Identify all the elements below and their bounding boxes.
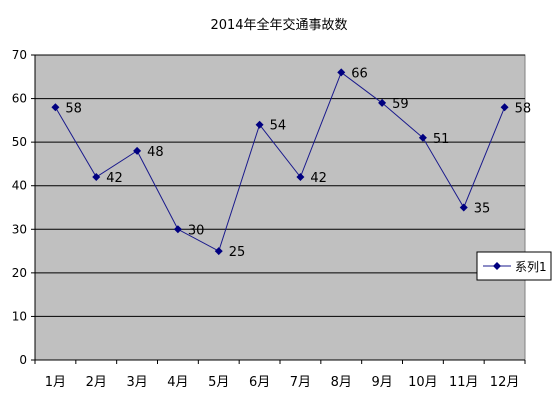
- x-tick-label: 3月: [126, 375, 147, 390]
- data-label: 58: [65, 101, 82, 116]
- data-label: 35: [474, 202, 491, 217]
- legend-label: 系列1: [515, 260, 547, 274]
- x-tick-label: 2月: [86, 375, 107, 390]
- chart-title: 2014年全年交通事故数: [210, 18, 348, 33]
- data-label: 59: [392, 97, 409, 112]
- data-point-marker: [500, 103, 509, 112]
- x-tick-label: 6月: [249, 375, 270, 390]
- x-tick-label: 12月: [490, 375, 520, 390]
- x-tick-label: 8月: [331, 375, 352, 390]
- data-label: 42: [310, 171, 327, 186]
- data-label: 58: [515, 101, 532, 116]
- plot-area: [34, 54, 526, 361]
- x-tick-label: 4月: [167, 375, 188, 390]
- y-tick-label: 30: [12, 222, 27, 236]
- data-point-marker: [51, 103, 60, 112]
- data-point-marker: [255, 120, 264, 129]
- data-point-marker: [337, 68, 346, 77]
- y-tick-label: 70: [12, 48, 27, 62]
- data-label: 51: [433, 132, 450, 147]
- data-point-marker: [459, 203, 468, 212]
- data-label: 54: [270, 119, 287, 134]
- y-tick-label: 60: [12, 92, 27, 106]
- y-tick-label: 0: [19, 353, 27, 367]
- x-tick-label: 7月: [290, 375, 311, 390]
- data-point-marker: [378, 98, 387, 107]
- data-point-marker: [296, 173, 305, 181]
- x-tick-label: 10月: [408, 375, 438, 390]
- data-point-marker: [214, 247, 223, 256]
- series-line: [54, 71, 506, 252]
- data-label: 48: [147, 145, 164, 160]
- x-tick-label: 11月: [449, 375, 479, 390]
- y-tick-label: 20: [12, 266, 27, 280]
- data-label: 66: [351, 66, 368, 81]
- data-label: 42: [106, 171, 123, 186]
- data-label: 25: [229, 245, 246, 260]
- data-point-marker: [173, 225, 182, 234]
- x-tick-label: 1月: [45, 375, 66, 390]
- x-tick-label: 9月: [371, 375, 392, 390]
- x-tick-label: 5月: [208, 375, 229, 390]
- data-label: 30: [188, 223, 205, 238]
- y-tick-label: 10: [12, 309, 27, 323]
- y-tick-label: 50: [12, 135, 27, 149]
- data-point-marker: [133, 146, 142, 155]
- data-point-marker: [418, 133, 427, 142]
- y-tick-label: 40: [12, 179, 27, 193]
- data-point-marker: [92, 173, 101, 181]
- legend-marker: [493, 262, 501, 270]
